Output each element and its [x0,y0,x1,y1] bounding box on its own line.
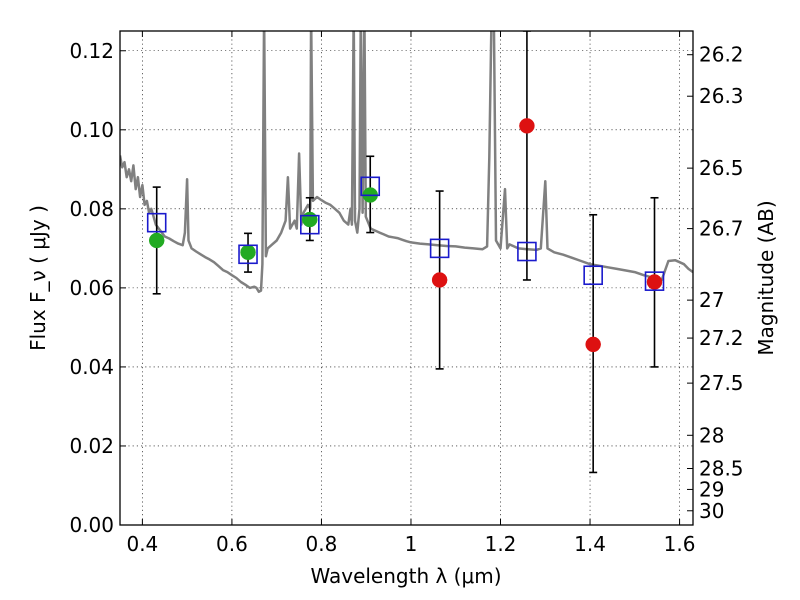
x-tick-label: 1.2 [485,532,517,556]
data-markers [146,118,665,353]
data-point-circle [431,272,448,288]
data-point-square [300,214,320,235]
right-tick-label: 26.2 [699,43,744,67]
model-spectrum [120,31,693,294]
error-bars [152,31,659,474]
data-point-circle [302,211,318,228]
right-tick-label: 26.3 [699,84,744,108]
data-point-circle [585,336,601,353]
right-axis-label: Magnitude (AB) [754,200,778,355]
right-tick-label: 27 [699,288,724,312]
x-tick-label: 1.6 [664,532,696,556]
right-tick-label: 29 [699,477,724,501]
data-point-square [517,241,537,262]
right-tick-label: 26.5 [699,156,744,180]
data-point-square [644,271,665,291]
y-tick-label: 0.00 [69,513,114,537]
x-axis-label: Wavelength λ (μm) [310,564,501,588]
y-tick-label: 0.04 [69,355,114,379]
x-tick-label: 0.6 [216,532,248,556]
x-tick-label: 0.8 [306,532,338,556]
y-tick-label: 0.08 [69,197,114,221]
x-tick-label: 1 [405,532,418,556]
data-point-circle [148,232,165,249]
data-point-circle [240,244,256,261]
data-point-square [238,244,258,265]
right-tick-label: 30 [699,499,724,523]
y-tick-label: 0.02 [69,434,114,458]
y-tick-label: 0.06 [69,276,114,300]
right-tick-label: 28 [699,423,724,447]
data-point-circle [519,118,535,134]
right-tick-label: 27.2 [699,326,744,350]
y-tick-label: 0.12 [69,39,114,63]
data-point-square [360,176,381,197]
grid-lines [120,31,693,526]
y-axis-label: Flux F_ν ( μJy ) [26,205,50,351]
x-tick-label: 0.4 [126,532,158,556]
data-point-square [146,212,167,233]
axis-ticks: 0.4 0.6 0.8 1 1.2 1.4 1.6 0.00 0.02 0.04 0.06 0.08 0… [69,31,744,556]
right-tick-label: 27.5 [699,371,744,395]
data-point-square [429,238,450,259]
right-tick-label: 28.5 [699,456,744,480]
right-tick-label: 26.7 [699,217,744,241]
x-tick-label: 1.4 [574,532,606,556]
plot-frame [119,30,694,526]
y-tick-label: 0.10 [69,118,114,142]
spectrum-line [120,31,693,294]
data-point-circle [646,274,663,290]
data-point-square [583,265,603,286]
